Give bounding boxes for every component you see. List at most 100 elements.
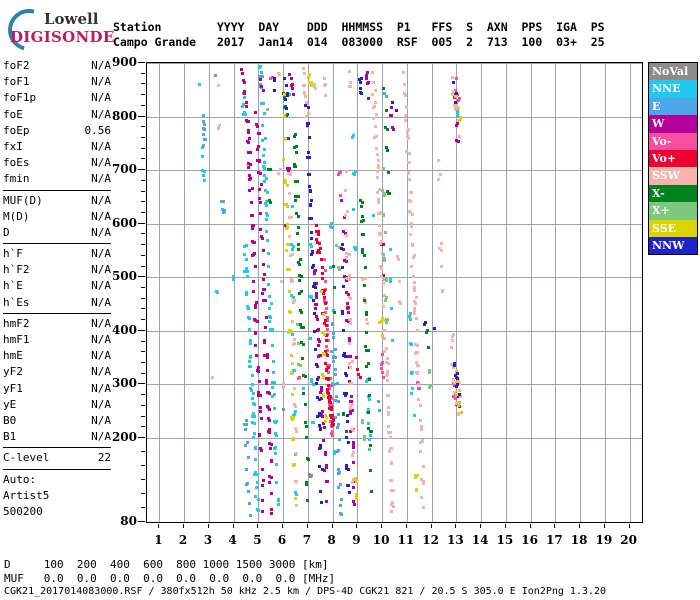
x-axis-tick	[430, 524, 432, 528]
scatter-point-e	[222, 200, 226, 204]
scatter-point-ssw	[419, 477, 423, 481]
scatter-point-nnw	[320, 468, 324, 472]
scatter-point-x	[385, 109, 389, 113]
scatter-point-ssw	[375, 175, 379, 179]
y-axis-tick-minor	[141, 137, 145, 138]
scatter-point-ssw	[344, 233, 348, 237]
scatter-point-ssw	[405, 106, 409, 110]
ionogram-plot[interactable]	[146, 62, 643, 523]
scatter-point-ssw	[380, 231, 384, 235]
scatter-point-w	[314, 281, 318, 285]
scatter-point-w	[456, 395, 460, 399]
scatter-point-x	[335, 244, 339, 248]
scatter-point-x	[360, 248, 364, 252]
logo-lowell-text: Lowell	[44, 10, 99, 28]
scatter-point-vo	[326, 377, 330, 381]
scatter-point-ssw	[452, 380, 456, 384]
scatter-point-w	[249, 201, 253, 205]
scatter-point-nne	[310, 244, 314, 248]
scatter-point-x	[359, 198, 363, 202]
legend-item-ssw[interactable]: SSW	[649, 167, 697, 185]
legend-item-sse[interactable]: SSE	[649, 219, 697, 237]
polarization-legend[interactable]: NoVal NNE E W Vo- Vo+ SSW X- X+ SSE NNW	[648, 62, 698, 256]
scatter-point-ssw	[389, 461, 393, 465]
scatter-point-nne	[354, 170, 357, 174]
scatter-point-nnw	[310, 199, 313, 203]
legend-item-noval[interactable]: NoVal	[649, 63, 697, 81]
scatter-point-ssw	[348, 365, 352, 369]
scatter-point-ssw	[414, 361, 418, 365]
scatter-point-vo	[331, 413, 334, 417]
scatter-point-nnw	[344, 467, 348, 471]
scatter-point-e	[245, 418, 249, 422]
scatter-point-vo	[324, 333, 328, 337]
scatter-point-nne	[332, 450, 336, 453]
scatter-point-x	[425, 331, 429, 335]
scatter-point-nne	[309, 379, 313, 383]
scatter-point-vo	[322, 288, 326, 292]
scatter-point-w	[254, 123, 258, 127]
scatter-point-ssw	[383, 350, 387, 354]
scatter-point-nnw	[342, 352, 346, 355]
scatter-point-nne	[331, 308, 335, 312]
scatter-point-ssw	[303, 90, 306, 94]
scatter-point-w	[313, 268, 317, 272]
scatter-point-ssw	[379, 264, 383, 268]
param-value: N/A	[91, 263, 111, 277]
scatter-point-sse	[291, 464, 295, 467]
scatter-point-sse	[283, 114, 286, 118]
scatter-point-w	[263, 341, 267, 345]
scatter-point-nne	[267, 282, 271, 286]
scatter-point-ssw	[416, 364, 420, 368]
scatter-point-w	[269, 442, 273, 446]
scatter-point-vo	[329, 400, 332, 404]
scatter-point-w	[366, 81, 370, 85]
scatter-point-nnw	[318, 426, 322, 430]
scatter-point-nne	[241, 113, 245, 117]
x-axis-tick	[529, 524, 531, 528]
scatter-point-ssw	[439, 248, 443, 252]
y-axis-tick-minor	[141, 190, 145, 192]
legend-item-x[interactable]: X-	[649, 184, 697, 203]
scatter-point-nne	[274, 431, 278, 435]
scatter-point-nne	[272, 371, 276, 375]
scatter-point-w	[268, 418, 272, 422]
scatter-point-w	[247, 178, 251, 182]
scatter-point-nne	[251, 402, 255, 406]
scatter-point-ssw	[312, 82, 316, 86]
scatter-point-ssw	[351, 428, 355, 432]
scatter-point-w	[325, 466, 329, 470]
scatter-point-ssw	[406, 136, 410, 140]
scatter-point-w	[243, 92, 247, 96]
scatter-point-e	[333, 347, 337, 351]
legend-item-nne[interactable]: NNE	[649, 80, 697, 98]
legend-item-vo[interactable]: Vo+	[649, 149, 697, 168]
scatter-point-ssw	[281, 383, 285, 387]
scatter-point-nnw	[359, 77, 363, 81]
legend-item-e[interactable]: E	[649, 97, 697, 116]
scatter-point-nne	[271, 385, 275, 389]
divider-5	[3, 468, 111, 470]
x-axis-tick	[158, 524, 160, 528]
scatter-point-w	[260, 499, 264, 502]
legend-item-nnw[interactable]: NNW	[649, 236, 697, 255]
scatter-point-nnw	[348, 490, 352, 494]
scatter-point-x	[382, 213, 386, 217]
scatter-point-sse	[458, 116, 462, 120]
scatter-point-w	[248, 189, 251, 193]
y-axis-tick-major	[138, 62, 145, 63]
scatter-point-ssw	[373, 100, 377, 104]
legend-item-vo[interactable]: Vo-	[649, 132, 697, 150]
legend-item-x[interactable]: X+	[649, 202, 697, 220]
x-axis: 1 2 3 4 5 6 7 8 9 10 11 12 13 14 15 16 17 18 19 20	[146, 524, 645, 550]
x-axis-label: 11	[397, 533, 415, 547]
x-axis-label: 10	[372, 533, 390, 547]
legend-item-w[interactable]: W	[649, 115, 697, 133]
scatter-point-vo	[331, 429, 334, 433]
scatter-point-ssw	[290, 216, 294, 220]
y-axis-tick-minor	[141, 158, 145, 160]
scatter-point-ssw	[290, 252, 294, 256]
scatter-point-nnw	[319, 501, 323, 504]
gridline-horizontal	[147, 116, 642, 118]
scatter-point-ssw	[453, 107, 457, 111]
